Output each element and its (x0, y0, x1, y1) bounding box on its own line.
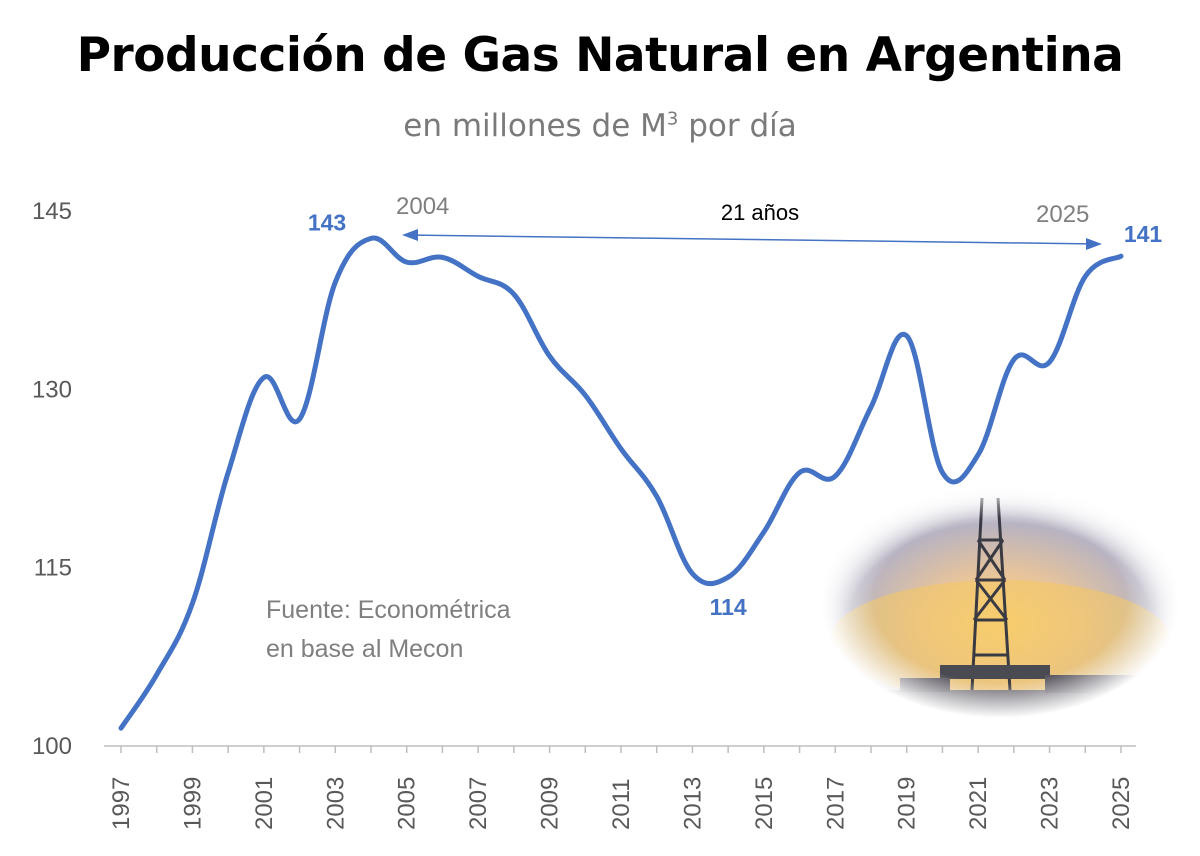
x-tick-label: 2001 (251, 777, 278, 830)
arrowhead-right (1086, 238, 1102, 250)
source-line-2: en base al Mecon (266, 635, 463, 663)
annotation-arrow (405, 234, 1099, 245)
x-tick-label: 1999 (179, 777, 206, 830)
y-tick-label: 145 (32, 198, 72, 225)
annotation-to-label: 2025 (1036, 201, 1089, 228)
x-tick-label: 2003 (322, 777, 349, 830)
arrowhead-left (402, 229, 418, 241)
x-tick-label: 2009 (537, 777, 564, 830)
annotation-from-label: 2004 (396, 193, 449, 220)
y-tick-label: 115 (34, 555, 72, 582)
data-label-2004: 143 (308, 209, 346, 235)
subtitle-suffix: por día (678, 108, 797, 144)
x-tick-label: 2017 (822, 777, 849, 830)
subtitle-superscript: 3 (666, 108, 679, 130)
chart-subtitle: en millones de M3 por día (0, 108, 1200, 144)
y-tick-label: 130 (32, 376, 72, 403)
x-tick-label: 2019 (894, 777, 921, 830)
subtitle-text: en millones de M (403, 108, 667, 144)
annotation-span-label: 21 años (721, 200, 799, 225)
x-tick-label: 2021 (965, 777, 992, 830)
series-line (118, 235, 1124, 731)
data-label-2025: 141 (1124, 221, 1163, 247)
data-label-2014: 114 (710, 594, 747, 620)
x-tick-label: 2015 (751, 777, 778, 830)
oil-rig-photo (820, 480, 1180, 720)
x-tick-label: 1997 (108, 777, 135, 830)
x-tick-label: 2011 (608, 778, 635, 830)
x-tick-label: 2025 (1108, 777, 1135, 830)
x-tick-label: 2013 (679, 777, 706, 830)
span-annotation: 2004 2025 21 años (396, 193, 1102, 250)
source-line-1: Fuente: Econométrica (266, 596, 511, 624)
x-tick-label: 2023 (1037, 777, 1064, 830)
x-tick-label: 2005 (394, 777, 421, 830)
y-tick-label: 100 (32, 733, 72, 760)
x-tick-label: 2007 (465, 777, 492, 830)
chart-title: Producción de Gas Natural en Argentina (76, 28, 1124, 83)
